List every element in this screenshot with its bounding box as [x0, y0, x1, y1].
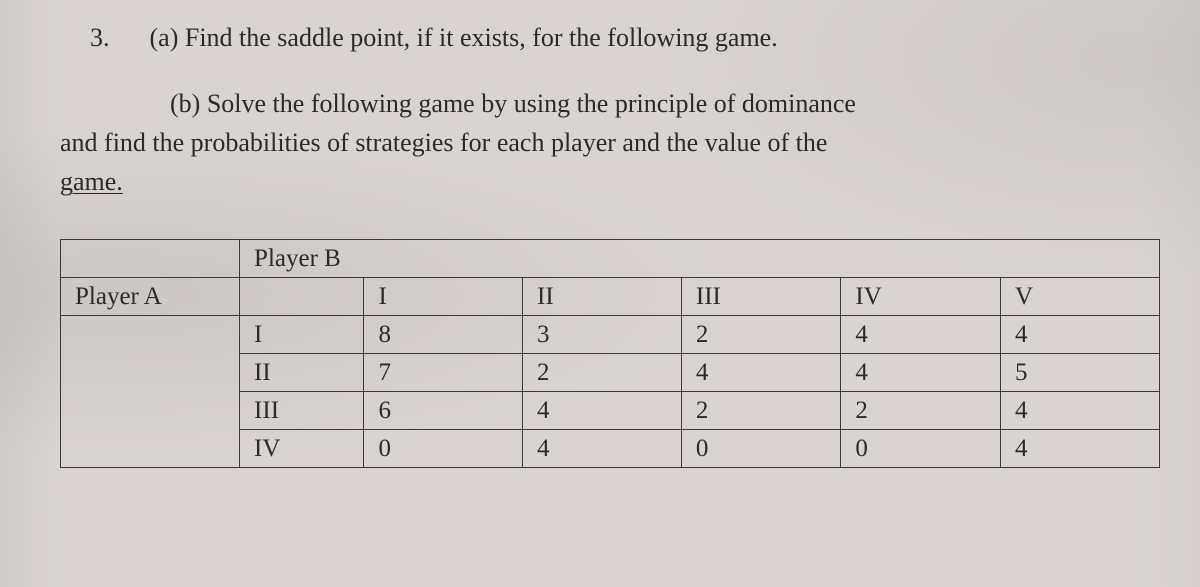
data-cell: 4	[523, 430, 682, 468]
row-header: IV	[240, 430, 364, 468]
question-number: 3.	[90, 23, 110, 53]
part-a-text: (a) Find the saddle point, if it exists,…	[150, 20, 778, 56]
data-cell: 4	[841, 354, 1001, 392]
data-cell: 4	[1000, 430, 1159, 468]
data-cell: 4	[841, 316, 1001, 354]
data-cell: 2	[523, 354, 682, 392]
data-cell: 5	[1000, 354, 1159, 392]
data-cell: 8	[364, 316, 523, 354]
row-header: II	[240, 354, 364, 392]
table-row: I 8 3 2 4 4	[61, 316, 1160, 354]
col-header: I	[364, 278, 523, 316]
col-header: IV	[841, 278, 1001, 316]
part-a-body: Find the saddle point, if it exists, for…	[185, 23, 778, 52]
question-part-a: 3. (a) Find the saddle point, if it exis…	[90, 20, 1150, 56]
data-cell: 7	[364, 354, 523, 392]
game-matrix-table: Player B Player A I II III IV V I 8 3 2 …	[60, 239, 1160, 468]
data-cell: 4	[1000, 316, 1159, 354]
part-a-label: (a)	[150, 23, 179, 52]
data-cell: 0	[364, 430, 523, 468]
data-cell: 0	[681, 430, 840, 468]
empty-cell	[61, 240, 240, 278]
empty-cell	[240, 278, 364, 316]
row-header: III	[240, 392, 364, 430]
col-header: III	[681, 278, 840, 316]
col-header: V	[1000, 278, 1159, 316]
data-cell: 6	[364, 392, 523, 430]
col-header: II	[523, 278, 682, 316]
part-b-first-line: Solve the following game by using the pr…	[207, 89, 856, 118]
data-cell: 0	[841, 430, 1001, 468]
part-b-label: (b)	[170, 89, 200, 118]
data-cell: 4	[681, 354, 840, 392]
table-row: Player A I II III IV V	[61, 278, 1160, 316]
data-cell: 4	[1000, 392, 1159, 430]
row-header: I	[240, 316, 364, 354]
part-b-second-line: and find the probabilities of strategies…	[60, 128, 827, 157]
data-cell: 4	[523, 392, 682, 430]
data-cell: 2	[681, 316, 840, 354]
data-cell: 2	[841, 392, 1001, 430]
part-b-last-word: game.	[60, 167, 123, 196]
data-cell: 3	[523, 316, 682, 354]
table-row: Player B	[61, 240, 1160, 278]
empty-cell	[61, 316, 240, 468]
data-cell: 2	[681, 392, 840, 430]
player-b-header: Player B	[240, 240, 1160, 278]
question-part-b: (b) Solve the following game by using th…	[60, 84, 1150, 201]
player-a-header: Player A	[61, 278, 240, 316]
